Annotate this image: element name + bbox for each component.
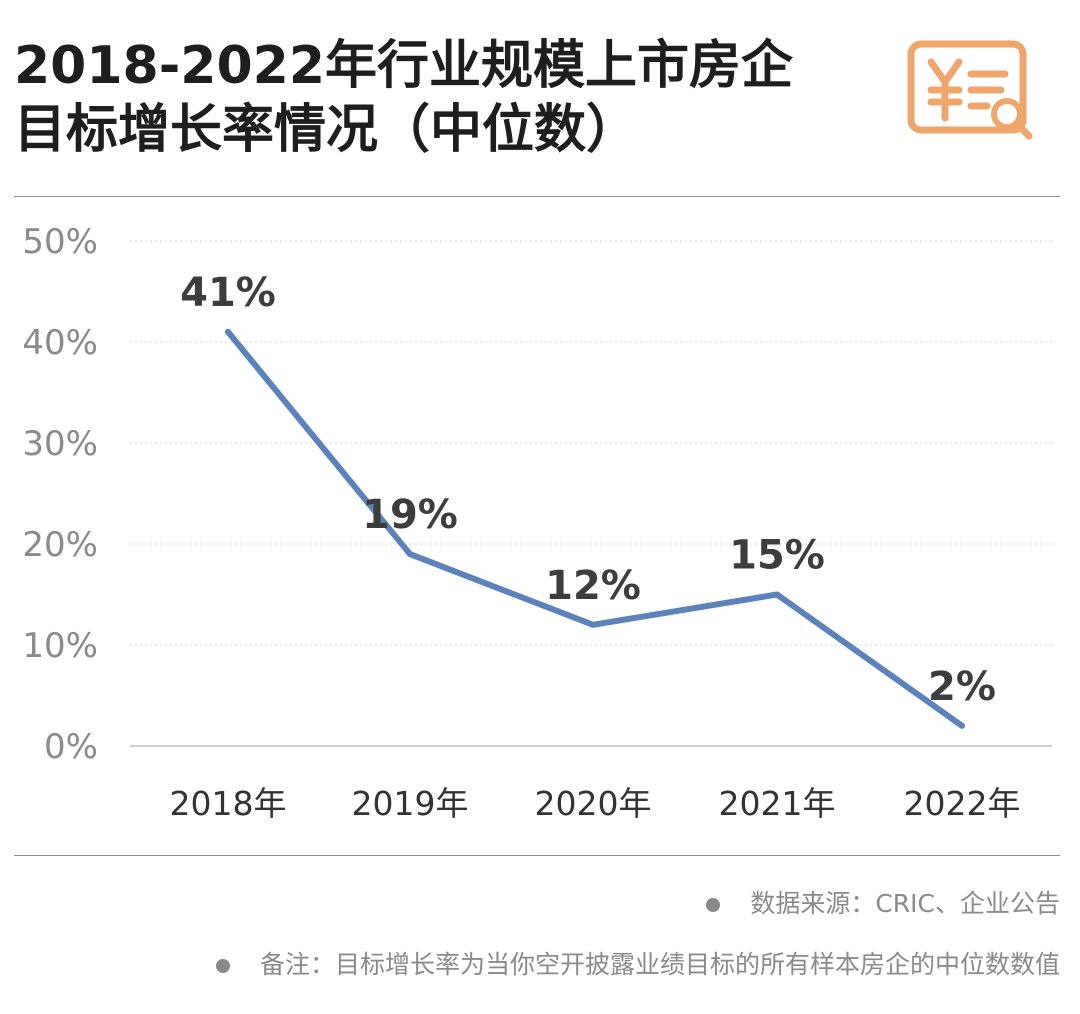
chart-title: 2018-2022年行业规模上市房企 目标增长率情况（中位数）: [14, 34, 884, 162]
chart-title-line-1: 2018-2022年行业规模上市房企: [14, 36, 794, 96]
data-point: [590, 621, 596, 628]
data-point: [774, 591, 780, 598]
chart-grid: [130, 240, 1052, 747]
data-label: 19%: [362, 492, 458, 538]
data-label: 41%: [180, 270, 276, 316]
footer-source: 数据来源：CRIC、企业公告: [706, 884, 1060, 920]
data-label: 12%: [545, 563, 641, 609]
y-tick-label: 10%: [22, 626, 98, 666]
x-tick-label: 2021年: [719, 784, 836, 823]
data-point: [407, 551, 413, 558]
y-tick-label: 0%: [44, 727, 98, 767]
footer-divider: [14, 855, 1060, 856]
bullet-icon: [706, 898, 721, 912]
data-point: [225, 328, 231, 335]
x-tick-label: 2019年: [352, 784, 469, 823]
y-axis-ticks: 0% 10% 20% 30% 40% 50%: [22, 222, 98, 767]
footer-note: 备注：目标增长率为当你空开披露业绩目标的所有样本房企的中位数数值: [215, 945, 1060, 981]
note-text: 备注：目标增长率为当你空开披露业绩目标的所有样本房企的中位数数值: [259, 950, 1060, 979]
x-tick-label: 2020年: [535, 784, 652, 823]
y-tick-label: 20%: [22, 525, 98, 565]
y-tick-label: 50%: [22, 222, 98, 262]
data-point: [959, 722, 965, 729]
x-axis-ticks: 2018年 2019年 2020年 2021年 2022年: [170, 784, 1021, 823]
data-label: 2%: [928, 664, 996, 710]
line-chart: 0%10%20%30%40%50% 2018年 2019年 2020年 2021年 20…: [22, 222, 1052, 823]
series-layer: [225, 328, 965, 729]
y-tick-label: 40%: [22, 323, 98, 363]
yen-document-magnifier-icon: [907, 40, 1033, 140]
source-text: 数据来源：CRIC、企业公告: [750, 889, 1060, 918]
data-label: 15%: [729, 533, 825, 579]
chart-title-line-2: 目标增长率情况（中位数）: [14, 100, 639, 160]
x-tick-label: 2018年: [170, 784, 287, 823]
data-label-layer: 41% 19% 12% 15% 2%: [180, 270, 996, 710]
y-tick-label: 30%: [22, 424, 98, 464]
series-line: [225, 328, 965, 729]
header-divider: [14, 196, 1060, 197]
bullet-icon: [215, 959, 230, 973]
x-tick-label: 2022年: [904, 784, 1021, 823]
